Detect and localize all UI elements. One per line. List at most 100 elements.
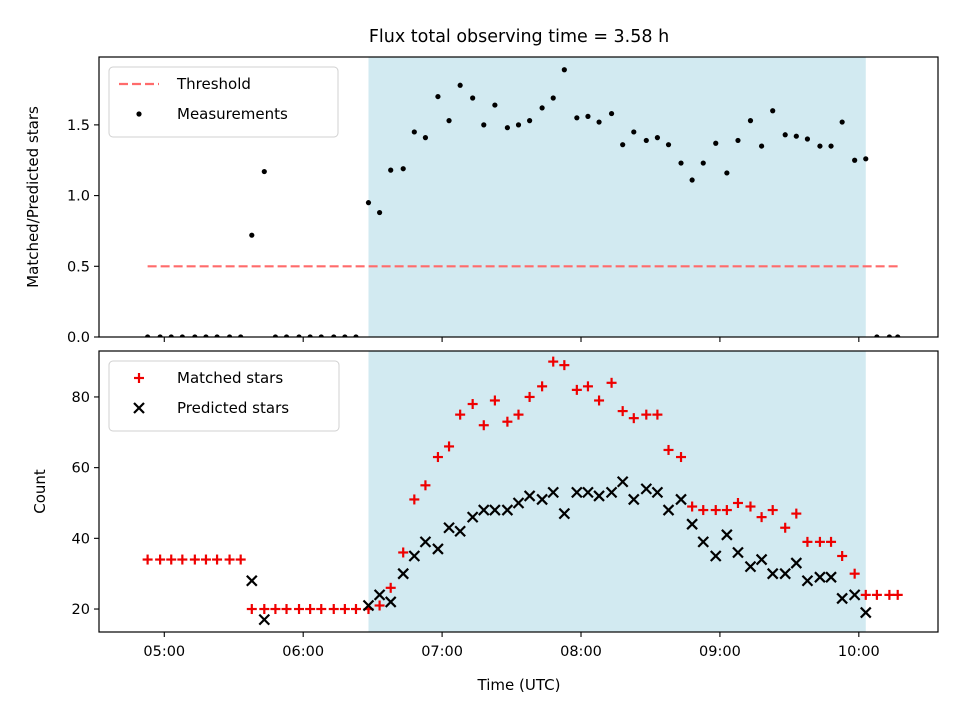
data-point [400,166,406,172]
data-point-b [258,613,271,626]
data-point [700,160,706,166]
data-point [179,334,185,337]
data-point [515,122,522,128]
data-point [782,132,788,138]
data-point [755,553,768,566]
data-point [331,334,337,337]
ratio-panel: 0.0 0.5 1.0 1.5 Matched/Predicted stars Thres… [24,56,939,346]
data-point-b [477,504,490,516]
data-point [779,567,791,580]
data-point-b [766,567,779,580]
data-point-b [397,567,409,580]
data-point [419,536,432,548]
data-point-b [454,525,466,538]
data-point [756,512,767,523]
data-point [283,334,290,337]
data-point [470,95,476,101]
x-tick-label: 08:00 [560,644,602,660]
data-point [605,486,618,499]
data-point [145,334,151,337]
data-point-b [662,504,675,516]
data-point [628,413,639,424]
data-point [814,536,825,547]
data-point [582,486,594,499]
data-point [828,143,834,149]
data-point [884,589,895,600]
data-point-b [384,596,397,608]
data-point-b [697,536,710,548]
data-point [582,381,593,392]
data-point-b [848,589,861,601]
plot-area [142,356,903,626]
data-point [408,550,421,562]
data-point [561,67,567,73]
data-point-b [408,550,421,562]
data-point [713,140,719,146]
data-point [608,110,615,117]
data-point [721,505,732,516]
data-point [398,547,409,558]
data-point [826,536,837,547]
data-point [457,82,463,88]
legend-handle [136,111,142,117]
data-point [443,521,455,534]
data-point [571,384,582,395]
data-point [817,143,823,149]
data-point [654,135,661,141]
data-point [478,420,489,431]
data-point [432,452,443,463]
observing-span [368,57,866,337]
data-point [339,604,350,615]
data-point-b [779,567,791,580]
data-point [628,493,640,506]
data-point [467,399,478,410]
data-point [192,334,198,337]
data-point [732,546,744,559]
data-point [594,395,605,406]
y-tick-label: 40 [72,531,90,547]
data-point-b [640,483,653,495]
data-point [814,571,826,583]
y-tick-label: 1.0 [67,189,90,205]
y-tick-label: 1.5 [67,118,90,134]
data-point [318,334,324,337]
y-axis-label: Count [31,469,49,514]
data-point [837,551,848,562]
data-point [766,567,779,580]
data-point [616,476,629,488]
legend-label: Predicted stars [177,399,289,417]
data-point [780,522,791,533]
data-point [663,444,674,455]
x-tick-label: 05:00 [143,644,185,660]
data-point-b [814,571,826,583]
data-point [767,505,778,516]
data-point [793,133,799,139]
data-point [466,511,479,523]
data-point-b [512,497,525,509]
data-point [454,525,466,538]
data-point [836,592,848,605]
data-point [770,108,776,114]
legend-handle [133,402,145,414]
chart-title: Flux total observing time = 3.58 h [369,27,669,47]
data-point [157,334,163,337]
y-axis-label: Matched/Predicted stars [24,106,42,288]
data-point [376,209,383,216]
data-point [513,409,524,420]
data-point [665,142,672,148]
data-point [305,604,316,615]
data-point [504,125,510,131]
data-point [365,200,372,206]
data-point [689,177,695,183]
data-point [550,95,556,101]
x-tick-label: 10:00 [838,644,880,660]
data-point-b [373,589,386,601]
data-point [374,600,385,611]
data-point [801,574,814,587]
data-point [477,504,490,516]
data-point-b [616,476,629,488]
data-point-b [744,560,757,573]
data-point [177,554,188,565]
data-point [435,93,441,100]
